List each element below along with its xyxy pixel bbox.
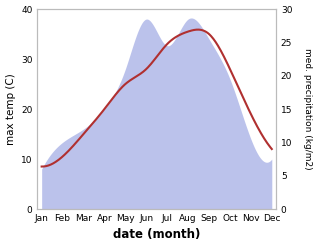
Y-axis label: max temp (C): max temp (C) (5, 73, 16, 145)
Y-axis label: med. precipitation (kg/m2): med. precipitation (kg/m2) (303, 48, 313, 170)
X-axis label: date (month): date (month) (113, 228, 200, 242)
